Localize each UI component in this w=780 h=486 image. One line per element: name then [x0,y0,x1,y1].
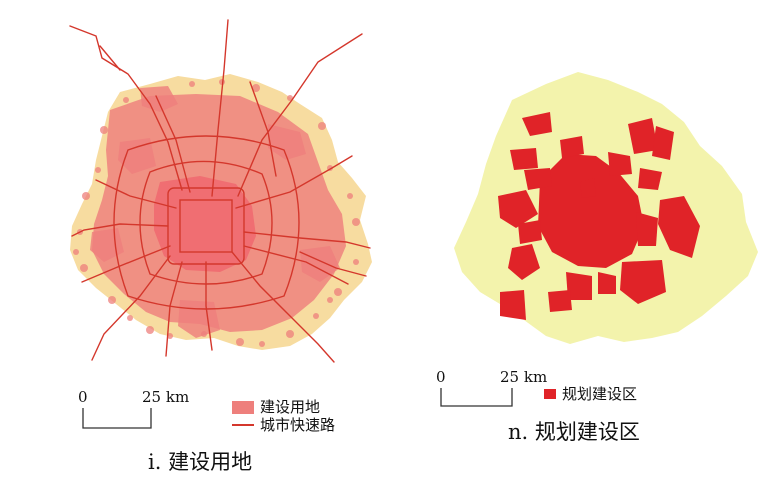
legend-swatch-expressway [232,424,254,426]
scale-bar-line [440,388,513,407]
legend-item-built-land: 建设用地 [232,398,320,416]
legend-item-planned-zone: 规划建设区 [544,385,637,403]
scale-distance-label: 25 km [500,368,548,386]
planned-zone-map [454,72,758,344]
planned-zone-map-panel: 0 25 km 规划建设区 n. 规划建设区 [400,0,780,486]
legend-label: 建设用地 [260,398,321,416]
planned-zone-core [538,154,644,268]
scale-bar-right: 0 25 km [436,366,547,410]
scale-zero-label: 0 [436,368,446,386]
scale-zero-label: 0 [78,388,88,406]
built-land-specks [73,79,360,347]
built-land-map-panel: 0 25 km 建设用地 城市快速路 i. 建设用地 [69,19,372,474]
map-caption-right: n. 规划建设区 [508,420,640,444]
planned-zones [498,112,700,320]
scale-distance-label: 25 km [142,388,190,406]
built-land-map [69,19,372,363]
scale-bar-left: 0 25 km [78,384,189,434]
legend-swatch-planned-zone [544,389,556,399]
scale-bar-line [82,408,152,429]
legend-label: 规划建设区 [562,385,638,403]
legend-swatch-built-land [232,400,254,414]
legend-label: 城市快速路 [260,416,336,434]
map-caption-left: i. 建设用地 [148,450,253,474]
legend-item-expressway: 城市快速路 [232,416,335,434]
expressway-network [69,19,371,363]
